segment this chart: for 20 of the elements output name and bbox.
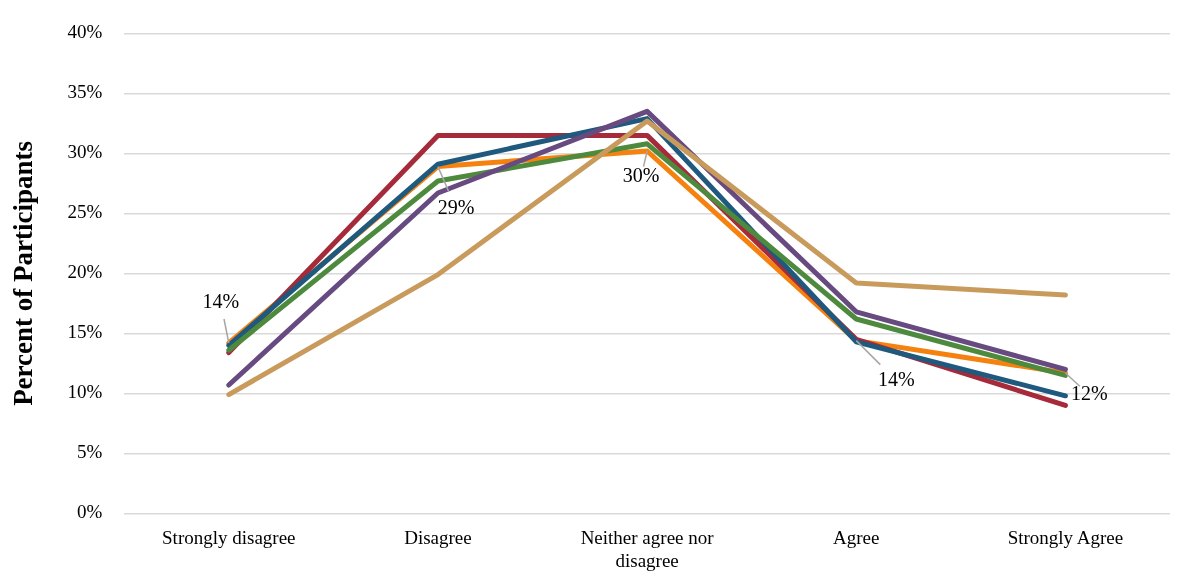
x-tick-label: Agree (833, 526, 880, 548)
y-tick-label: 35% (67, 81, 103, 103)
y-tick-label: 20% (67, 261, 103, 283)
y-tick-label: 15% (67, 321, 103, 343)
y-axis-title: Percent of Participants (8, 140, 39, 406)
x-tick-label: Disagree (404, 526, 472, 548)
x-tick-label: Neither agree nor disagree (580, 526, 715, 571)
x-tick-label: Strongly disagree (162, 526, 296, 548)
y-tick-label: 0% (76, 501, 103, 523)
x-tick-label: Strongly Agree (1007, 526, 1124, 548)
data-label: 14% (877, 367, 915, 390)
y-tick-label: 10% (67, 381, 103, 403)
y-tick-label: 40% (67, 21, 103, 43)
y-tick-label: 5% (76, 441, 103, 463)
data-label: 30% (622, 164, 660, 187)
y-tick-label: 30% (67, 141, 103, 163)
data-label: 29% (437, 195, 475, 218)
y-tick-label: 25% (67, 201, 103, 223)
data-label: 14% (202, 290, 240, 313)
data-label: 12% (1071, 382, 1108, 405)
